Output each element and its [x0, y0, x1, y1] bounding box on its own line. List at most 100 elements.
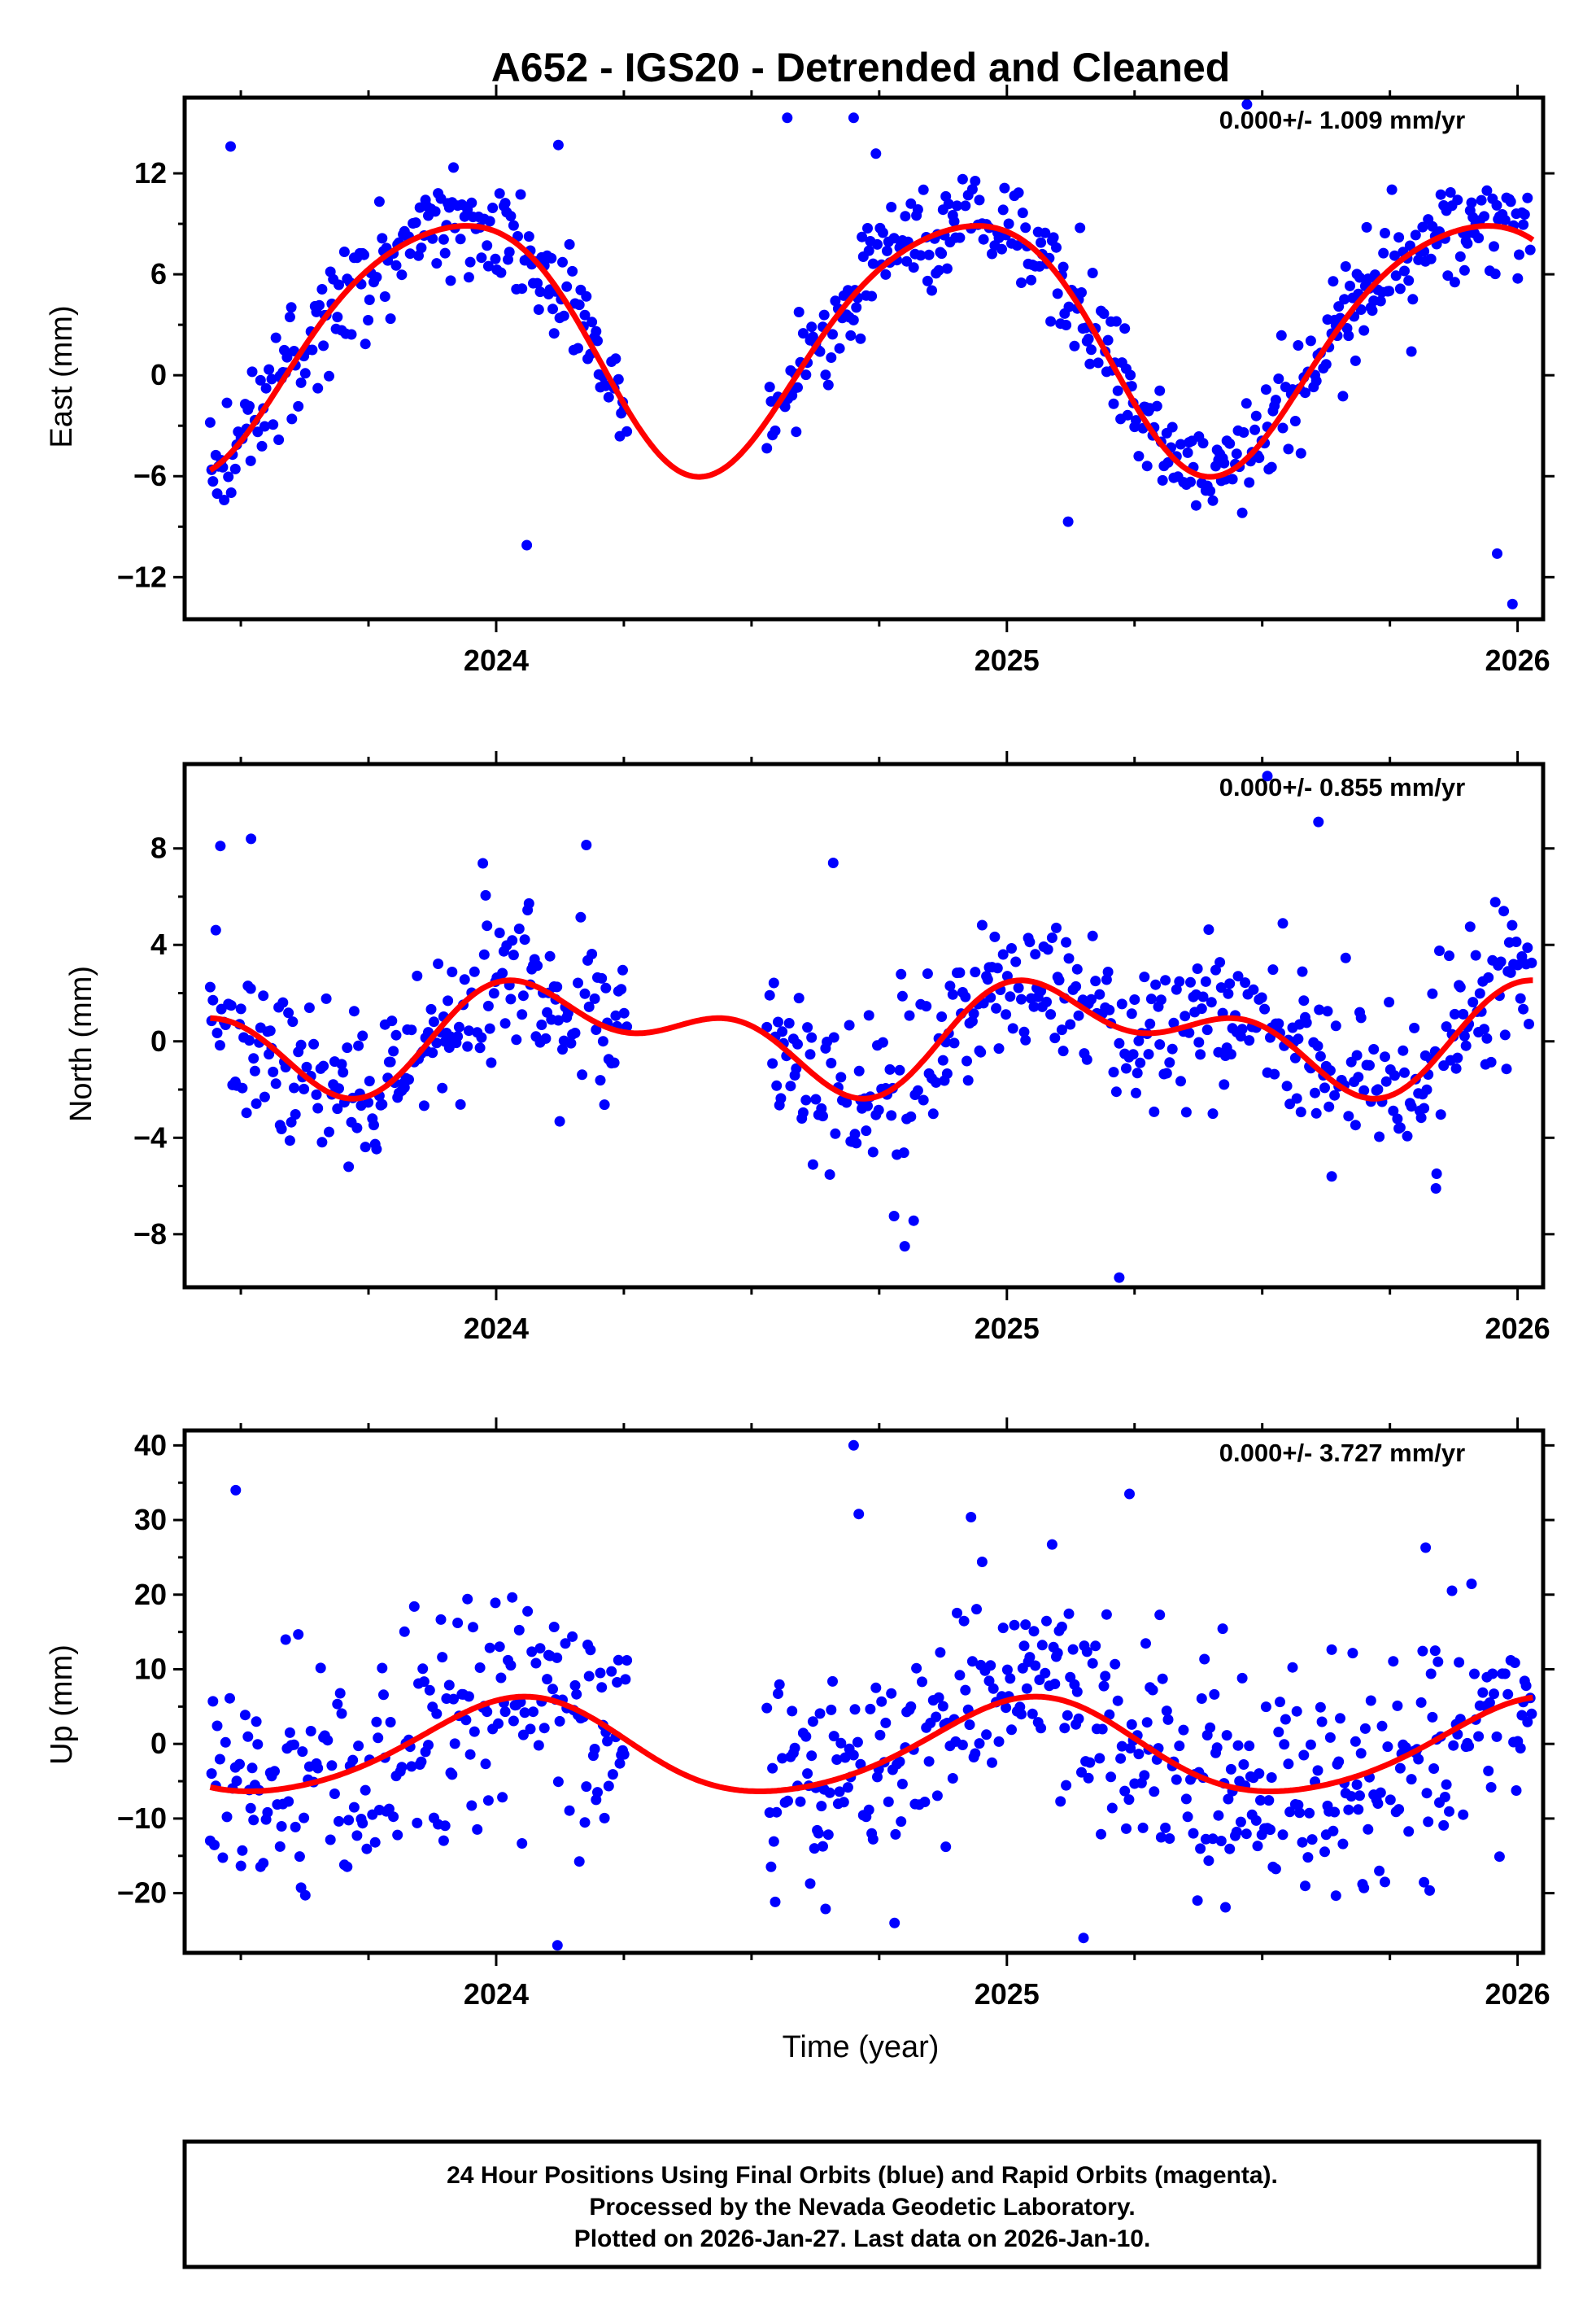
north-data-point — [268, 1066, 279, 1077]
east-outlier-point — [1241, 98, 1253, 110]
up-data-point — [1328, 1825, 1339, 1837]
up-data-point — [571, 1688, 582, 1700]
north-data-point — [1450, 1063, 1462, 1074]
north-data-point — [1273, 1018, 1284, 1029]
up-data-point — [1374, 1865, 1385, 1876]
north-data-point — [540, 1033, 552, 1044]
up-data-point — [1413, 1754, 1424, 1765]
east-data-point — [1141, 461, 1153, 472]
north-y-tick-label: −4 — [133, 1120, 167, 1154]
east-data-point — [867, 258, 879, 269]
east-data-point — [273, 435, 285, 445]
north-data-point — [579, 988, 591, 999]
up-data-point — [437, 1652, 448, 1663]
north-x-tick-label: 2024 — [464, 1312, 529, 1345]
north-data-point — [918, 1094, 929, 1106]
up-frame — [182, 1428, 1546, 1955]
east-data-point — [534, 286, 546, 298]
north-data-point — [403, 1074, 414, 1085]
north-data-point — [1434, 946, 1445, 956]
east-data-point — [1119, 323, 1131, 334]
east-data-point — [245, 455, 256, 466]
up-data-point — [371, 1716, 382, 1727]
up-data-point — [1376, 1720, 1388, 1732]
up-data-point — [225, 1692, 235, 1704]
up-data-point — [1149, 1786, 1160, 1797]
north-data-point — [1149, 1106, 1160, 1117]
up-data-point — [1001, 1702, 1012, 1714]
north-data-point — [443, 995, 454, 1007]
north-data-point — [792, 1038, 803, 1050]
north-data-point — [462, 1041, 473, 1052]
north-data-point — [1168, 1017, 1180, 1029]
footer-box: 24 Hour Positions Using Final Orbits (bl… — [182, 2139, 1541, 2269]
east-data-point — [517, 283, 528, 295]
north-data-point — [1277, 918, 1289, 929]
up-data-point — [886, 1688, 897, 1699]
north-data-point — [1114, 1037, 1125, 1049]
east-data-point — [1166, 421, 1178, 433]
east-data-point — [1320, 359, 1332, 370]
east-data-point — [1190, 500, 1201, 511]
north-data-point — [805, 1049, 816, 1060]
east-data-point — [1481, 185, 1493, 196]
north-data-point — [235, 1003, 246, 1015]
east-data-point — [1300, 387, 1310, 399]
east-data-point — [1519, 209, 1530, 220]
up-data-point — [1489, 1688, 1499, 1700]
up-data-point — [581, 1781, 592, 1793]
up-data-point — [1477, 1687, 1489, 1698]
east-data-point — [1386, 184, 1398, 195]
up-data-point — [1106, 1802, 1118, 1814]
east-data-point — [1057, 261, 1069, 273]
up-data-point — [971, 1604, 982, 1615]
north-data-point — [1065, 1019, 1076, 1030]
east-data-point — [416, 242, 427, 254]
north-data-point — [237, 1082, 248, 1094]
up-data-point — [1502, 1688, 1514, 1700]
east-data-point — [851, 302, 862, 313]
up-data-point — [418, 1676, 430, 1688]
north-data-point — [557, 1044, 568, 1055]
up-data-point — [258, 1858, 269, 1869]
up-data-point — [1154, 1609, 1166, 1621]
up-data-point — [818, 1841, 828, 1852]
north-data-point — [1073, 1010, 1084, 1021]
north-data-point — [1086, 994, 1097, 1005]
north-data-point — [1024, 937, 1036, 948]
north-data-point — [1010, 956, 1022, 967]
east-data-point — [1339, 294, 1350, 305]
up-data-point — [1098, 1680, 1110, 1692]
east-data-point — [1270, 395, 1281, 406]
east-data-point — [941, 263, 953, 274]
north-data-point — [976, 919, 988, 931]
north-data-point — [1415, 1112, 1427, 1124]
up-data-point — [595, 1667, 606, 1679]
up-data-point — [1116, 1740, 1127, 1752]
north-data-point — [989, 931, 1001, 942]
up-data-point — [1244, 1740, 1255, 1752]
up-data-point — [269, 1766, 280, 1777]
up-data-point — [960, 1684, 971, 1696]
up-data-point — [768, 1836, 779, 1847]
north-data-point — [1192, 963, 1203, 974]
east-data-point — [1454, 251, 1466, 262]
east-data-point — [299, 368, 311, 379]
north-data-point — [1323, 1101, 1335, 1112]
east-data-point — [505, 211, 517, 222]
up-data-point — [933, 1692, 944, 1703]
north-data-point — [497, 967, 508, 979]
east-data-point — [877, 227, 888, 238]
east-data-point — [855, 333, 866, 344]
up-data-point — [231, 1775, 242, 1787]
north-data-point — [1049, 1033, 1061, 1044]
north-y-tick-label: −8 — [133, 1217, 167, 1251]
east-data-point — [438, 234, 449, 245]
east-data-point — [792, 382, 803, 393]
north-data-point — [1145, 1018, 1156, 1029]
up-data-point — [299, 1812, 310, 1823]
up-data-point — [987, 1757, 997, 1768]
east-data-point — [286, 302, 297, 313]
up-data-point — [867, 1833, 879, 1845]
footer-frame — [182, 2139, 1541, 2269]
